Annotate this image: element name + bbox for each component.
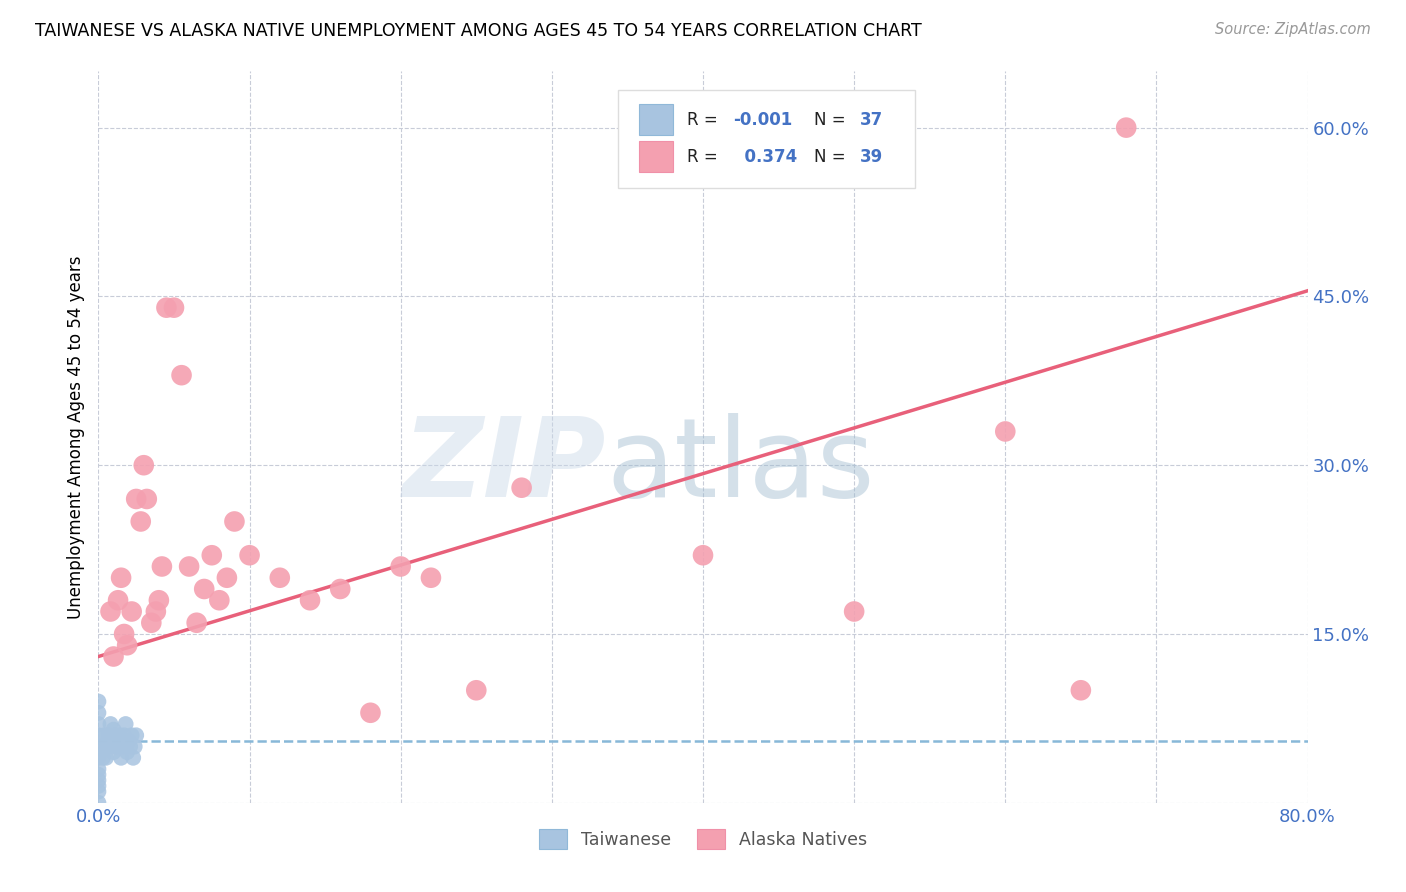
Point <box>141 615 163 630</box>
Point <box>100 717 122 731</box>
Point <box>108 728 131 742</box>
Point <box>148 593 170 607</box>
Point <box>208 593 231 607</box>
Point <box>389 559 412 574</box>
Text: TAIWANESE VS ALASKA NATIVE UNEMPLOYMENT AMONG AGES 45 TO 54 YEARS CORRELATION CH: TAIWANESE VS ALASKA NATIVE UNEMPLOYMENT … <box>35 22 922 40</box>
Point <box>465 683 488 698</box>
Point <box>87 728 110 742</box>
Point <box>87 739 110 754</box>
Point <box>239 548 262 562</box>
Point <box>125 491 148 506</box>
Point <box>91 751 114 765</box>
Point <box>90 739 112 754</box>
Point <box>112 728 135 742</box>
Point <box>87 796 110 810</box>
Point <box>420 571 443 585</box>
Text: 39: 39 <box>860 148 883 166</box>
Text: N =: N = <box>814 112 851 129</box>
Point <box>98 728 121 742</box>
Point <box>87 773 110 788</box>
Point <box>122 751 145 765</box>
Point <box>87 751 110 765</box>
Text: 37: 37 <box>860 112 883 129</box>
Point <box>844 605 866 619</box>
Text: Source: ZipAtlas.com: Source: ZipAtlas.com <box>1215 22 1371 37</box>
Text: N =: N = <box>814 148 851 166</box>
Point <box>111 739 134 754</box>
Point <box>100 605 122 619</box>
Point <box>87 779 110 793</box>
Point <box>87 694 110 708</box>
Point <box>114 717 136 731</box>
Text: ZIP: ZIP <box>402 413 606 520</box>
Point <box>299 593 322 607</box>
Point <box>155 301 177 315</box>
Point <box>132 458 155 473</box>
Text: R =: R = <box>688 112 723 129</box>
Point <box>163 301 186 315</box>
Y-axis label: Unemployment Among Ages 45 to 54 years: Unemployment Among Ages 45 to 54 years <box>66 255 84 619</box>
FancyBboxPatch shape <box>638 141 673 171</box>
Legend: Taiwanese, Alaska Natives: Taiwanese, Alaska Natives <box>533 822 873 856</box>
Point <box>269 571 291 585</box>
Point <box>104 739 127 754</box>
Point <box>107 593 129 607</box>
Point <box>170 368 193 383</box>
Point <box>186 615 208 630</box>
Point <box>121 605 143 619</box>
Point <box>135 491 157 506</box>
Point <box>103 723 125 737</box>
Point <box>115 745 138 759</box>
Point <box>87 717 110 731</box>
Point <box>360 706 382 720</box>
Text: 0.374: 0.374 <box>734 148 797 166</box>
Point <box>510 481 533 495</box>
Point <box>145 605 167 619</box>
Point <box>224 515 246 529</box>
Point <box>329 582 352 596</box>
Point <box>103 745 125 759</box>
Point <box>110 751 132 765</box>
Point <box>1115 120 1137 135</box>
Point <box>103 649 125 664</box>
Text: -0.001: -0.001 <box>734 112 793 129</box>
Point <box>94 751 117 765</box>
Point <box>193 582 215 596</box>
Point <box>118 734 141 748</box>
Text: atlas: atlas <box>606 413 875 520</box>
FancyBboxPatch shape <box>638 104 673 135</box>
Point <box>96 739 118 754</box>
Point <box>115 638 138 652</box>
Point <box>994 425 1017 439</box>
Point <box>179 559 201 574</box>
Point <box>101 734 124 748</box>
Point <box>692 548 714 562</box>
Text: R =: R = <box>688 148 723 166</box>
Point <box>125 728 148 742</box>
Point <box>110 571 132 585</box>
Point <box>107 739 129 754</box>
Point <box>120 739 142 754</box>
Point <box>124 739 146 754</box>
Point <box>129 515 152 529</box>
Point <box>1070 683 1092 698</box>
Point <box>150 559 173 574</box>
Point <box>121 728 143 742</box>
Point <box>215 571 238 585</box>
Point <box>105 728 128 742</box>
Point <box>87 762 110 776</box>
Point <box>87 767 110 781</box>
Point <box>93 728 115 742</box>
FancyBboxPatch shape <box>619 90 915 188</box>
Point <box>112 627 135 641</box>
Point <box>201 548 224 562</box>
Point <box>87 784 110 798</box>
Point <box>87 706 110 720</box>
